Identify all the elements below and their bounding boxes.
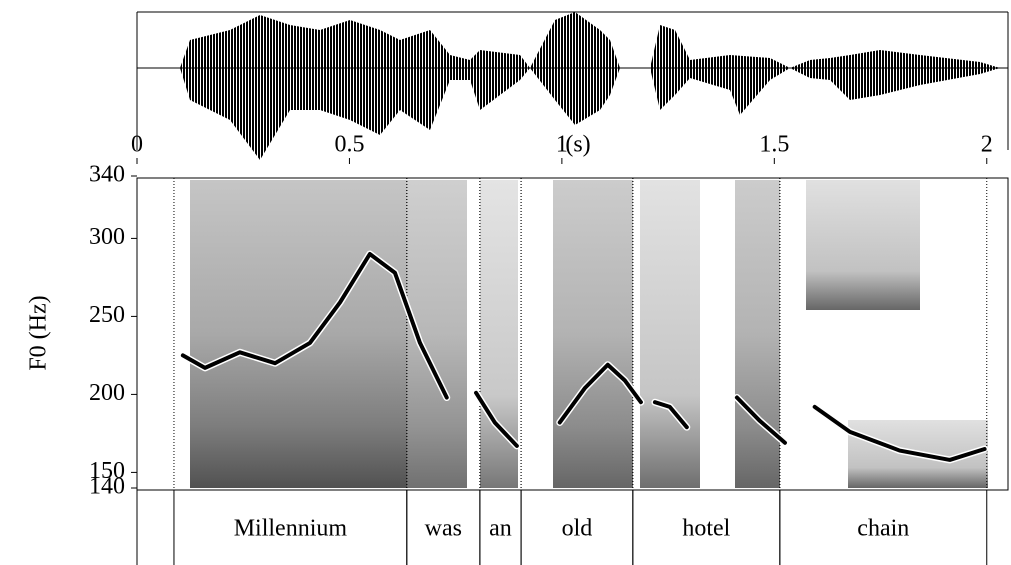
word-label: was [425,516,462,542]
y-tick-label: 150 [89,458,125,484]
word-label: hotel [682,516,730,542]
x-axis-label: (s) [565,132,590,158]
word-label: chain [857,516,909,542]
x-tick-label: 0 [131,132,143,158]
word-label: old [562,516,593,542]
y-tick-label: 140 [89,474,125,500]
waveform [136,11,1009,160]
x-tick-label: 1.5 [759,132,789,158]
y-tick-label: 200 [89,380,125,406]
x-tick-label: 0.5 [334,132,364,158]
y-tick-label: 340 [89,162,125,188]
y-tick-label: 300 [89,224,125,250]
word-label: Millennium [234,516,348,542]
word-label: an [489,516,512,542]
y-tick-label: 250 [89,302,125,328]
f0-line [180,252,987,462]
x-tick-label: 2 [981,132,993,158]
y-axis-label: F0 (Hz) [26,295,52,370]
spectrogram [136,177,1009,491]
x-tick-label: 1 [556,132,568,158]
